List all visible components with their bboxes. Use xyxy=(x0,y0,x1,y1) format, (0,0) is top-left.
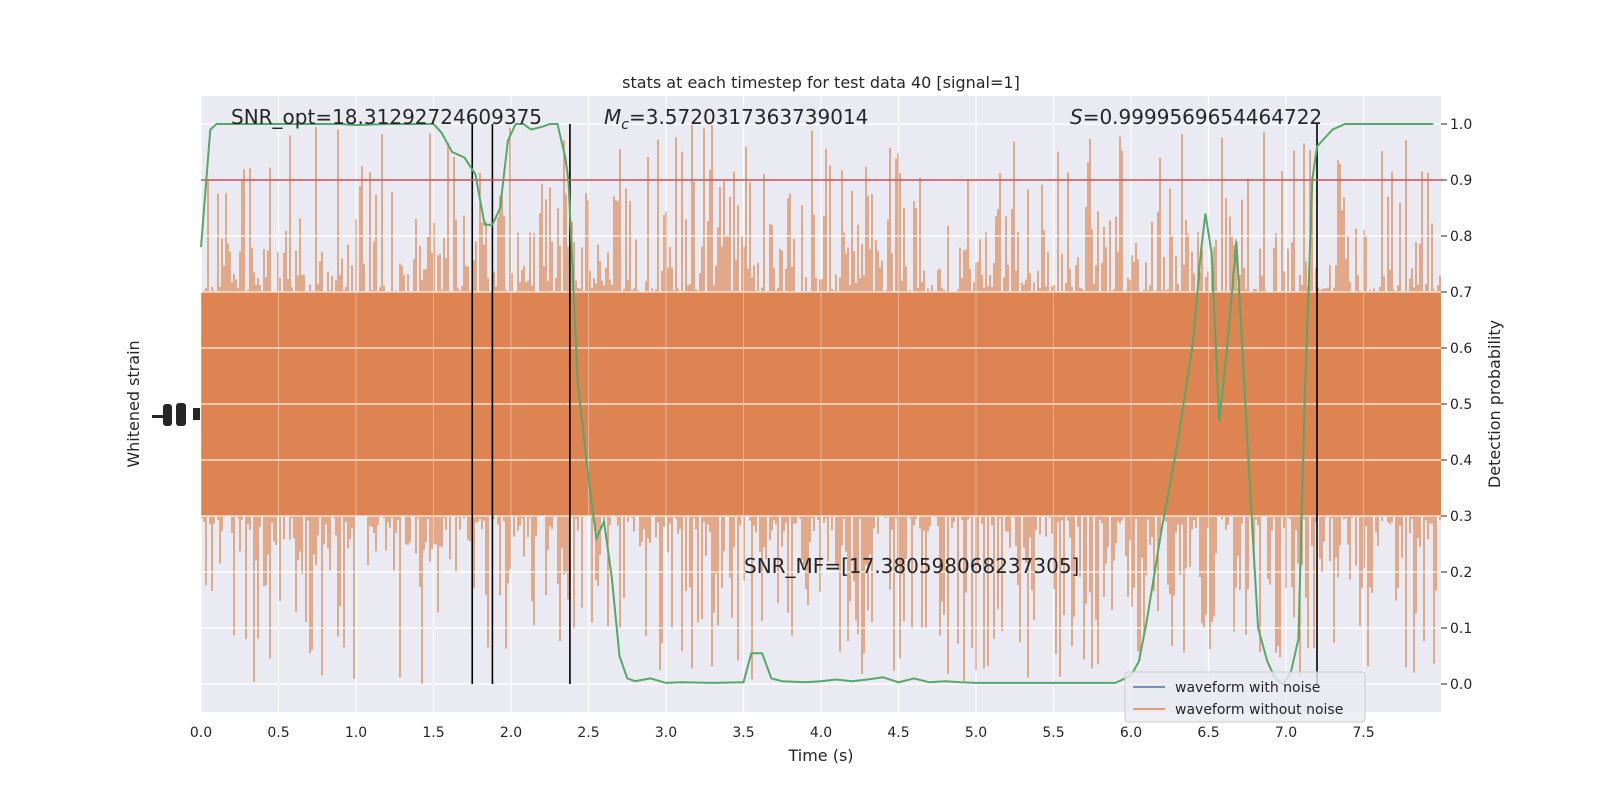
y-tick-label: 0.1 xyxy=(1450,621,1472,637)
x-tick-label: 5.5 xyxy=(1042,725,1064,741)
annotation-chirp-mass: Mc=3.5720317363739014 xyxy=(604,105,868,133)
right-axis-label: Detection probability xyxy=(1485,320,1504,488)
x-tick-label: 4.0 xyxy=(810,725,832,741)
x-tick-label: 1.5 xyxy=(422,725,444,741)
x-tick-label: 6.5 xyxy=(1197,725,1219,741)
strain-band xyxy=(200,96,1441,712)
vertical-markers xyxy=(471,124,1318,684)
y-tick-label: 0.7 xyxy=(1450,285,1472,301)
y-tick-label: 0.2 xyxy=(1450,565,1472,581)
legend-label-clean: waveform without noise xyxy=(1175,702,1343,718)
left-tick-mark xyxy=(152,415,168,418)
x-tick-label: 7.0 xyxy=(1275,725,1297,741)
left-axis-label: Whitened strain xyxy=(124,340,143,467)
y-tick-label: 0.8 xyxy=(1450,229,1472,245)
left-tick-mark xyxy=(176,403,186,426)
x-tick-label: 5.0 xyxy=(965,725,987,741)
x-tick-label: 6.0 xyxy=(1120,725,1142,741)
annotation-s: S=0.9999569654464722 xyxy=(1070,105,1322,129)
y-tick-label: 1.0 xyxy=(1450,117,1472,133)
y-tick-label: 0.5 xyxy=(1450,397,1472,413)
y-tick-label: 0.9 xyxy=(1450,173,1472,189)
right-axis-ticks: 0.0 0.1 0.2 0.3 0.4 0.5 0.6 0.7 0.8 0.9 1.0 xyxy=(1441,117,1472,693)
strain-spikes-upper xyxy=(203,125,1441,292)
x-axis-label: Time (s) xyxy=(787,746,853,765)
y-tick-label: 0.4 xyxy=(1450,453,1472,469)
y-tick-label: 0.6 xyxy=(1450,341,1472,357)
series-line-detection-probability xyxy=(200,123,1434,686)
chart-title: stats at each timestep for test data 40 … xyxy=(622,73,1020,92)
x-tick-label: 0.0 xyxy=(190,725,212,741)
annotation-snr-opt: SNR_opt=18.31292724609375 xyxy=(231,105,542,129)
x-axis-ticks: 0.0 0.5 1.0 1.5 2.0 2.5 3.0 3.5 4.0 4.5 5.0 5.5 6.0 6… xyxy=(190,725,1375,741)
legend-label-noisy: waveform with noise xyxy=(1175,680,1320,696)
series-layer xyxy=(200,123,1434,686)
strain-spikes-lower xyxy=(201,516,1441,684)
left-tick-mark xyxy=(163,404,172,426)
x-tick-label: 3.0 xyxy=(655,725,677,741)
x-tick-label: 0.5 xyxy=(267,725,289,741)
legend-box xyxy=(1124,671,1366,723)
x-tick-label: 3.5 xyxy=(732,725,754,741)
annotation-snr-mf: SNR_MF=[17.380598068237305] xyxy=(744,554,1079,578)
y-tick-label: 0.0 xyxy=(1450,677,1472,693)
x-tick-label: 2.0 xyxy=(500,725,522,741)
legend: waveform with noise waveform without noi… xyxy=(1124,671,1366,723)
left-tick-mark xyxy=(193,408,200,420)
x-tick-label: 1.0 xyxy=(345,725,367,741)
x-tick-label: 2.5 xyxy=(577,725,599,741)
x-tick-label: 4.5 xyxy=(887,725,909,741)
y-tick-label: 0.3 xyxy=(1450,509,1472,525)
left-axis-tick-glyphs xyxy=(152,403,200,426)
x-tick-label: 7.5 xyxy=(1352,725,1374,741)
